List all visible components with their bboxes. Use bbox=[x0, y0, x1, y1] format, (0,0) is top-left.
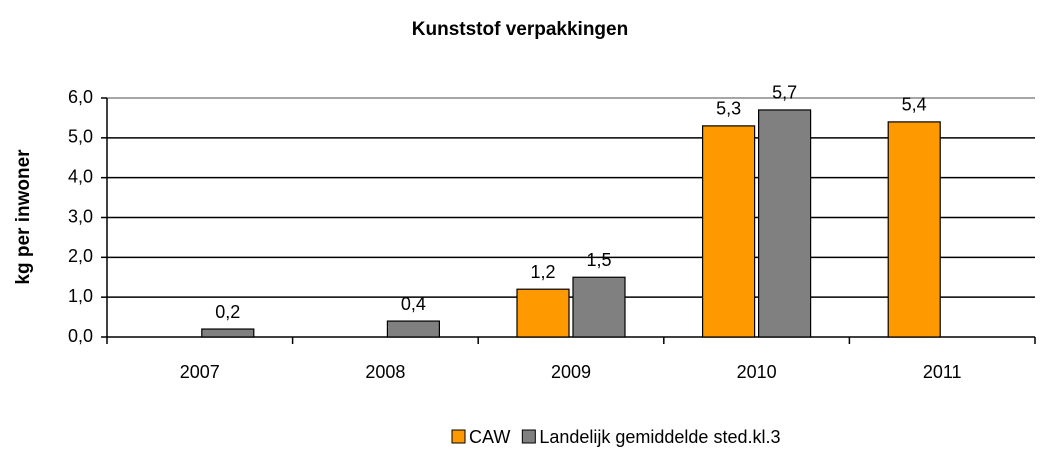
y-tick-label: 1,0 bbox=[68, 286, 93, 306]
legend-label: Landelijk gemiddelde sted.kl.3 bbox=[539, 427, 780, 447]
x-tick-label: 2011 bbox=[923, 362, 962, 382]
bar bbox=[201, 328, 255, 338]
data-label: 5,7 bbox=[772, 83, 797, 103]
data-label: 0,4 bbox=[401, 294, 426, 314]
legend-label: CAW bbox=[469, 427, 510, 447]
bar bbox=[757, 109, 812, 338]
bar bbox=[887, 121, 941, 338]
x-tick-label: 2007 bbox=[180, 362, 220, 382]
y-tick-label: 0,0 bbox=[68, 326, 93, 346]
legend-swatch bbox=[521, 429, 536, 444]
data-label: 1,5 bbox=[586, 250, 611, 270]
legend-swatch bbox=[451, 429, 466, 444]
data-label: 1,2 bbox=[530, 262, 555, 282]
bar bbox=[386, 320, 440, 338]
y-tick-label: 6,0 bbox=[68, 87, 93, 107]
y-tick-label: 2,0 bbox=[68, 246, 93, 266]
bar bbox=[572, 276, 626, 338]
data-label: 0,2 bbox=[215, 302, 240, 322]
y-tick-label: 3,0 bbox=[68, 206, 93, 226]
data-label: 5,4 bbox=[902, 95, 927, 115]
bar bbox=[701, 125, 756, 338]
bar bbox=[516, 288, 570, 338]
y-tick-label: 4,0 bbox=[68, 166, 93, 186]
chart-title: Kunststof verpakkingen bbox=[412, 19, 628, 40]
y-tick-label: 5,0 bbox=[68, 127, 93, 147]
data-label: 5,3 bbox=[716, 99, 741, 119]
x-tick-label: 2010 bbox=[737, 362, 777, 382]
y-axis-label: kg per inwoner bbox=[13, 149, 34, 285]
x-tick-label: 2008 bbox=[365, 362, 405, 382]
x-tick-label: 2009 bbox=[551, 362, 591, 382]
